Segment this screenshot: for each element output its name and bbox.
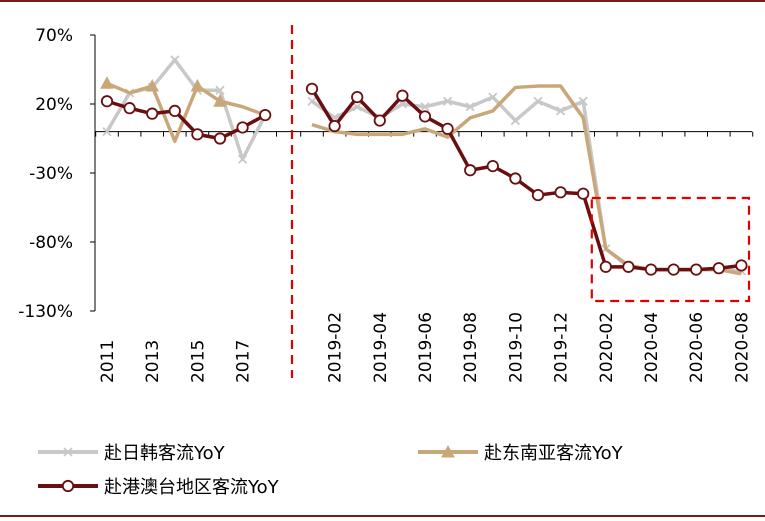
legend-marker-southeast-asia — [441, 444, 455, 458]
point-hk-macau-taiwan — [191, 128, 204, 141]
x-tick-label: 2011 — [98, 340, 118, 383]
point-japan-korea — [397, 99, 408, 109]
y-tick-label: 20% — [35, 95, 73, 115]
x-tick-label: 2020-04 — [642, 312, 662, 383]
top-border — [0, 0, 765, 2]
point-japan-korea — [442, 96, 453, 106]
point-southeast-asia — [145, 79, 160, 92]
y-tick-label: -130% — [18, 302, 73, 322]
point-hk-macau-taiwan — [418, 110, 432, 123]
point-hk-macau-taiwan — [236, 121, 249, 134]
legend: 赴日韩客流YoY 赴东南亚客流YoY 赴港澳台地区客流YoY — [38, 443, 624, 498]
point-hk-macau-taiwan — [351, 91, 364, 104]
point-hk-macau-taiwan — [599, 260, 612, 273]
point-hk-macau-taiwan — [464, 164, 477, 177]
x-marker-stroke — [510, 115, 521, 126]
point-japan-korea — [307, 96, 317, 106]
x-marker-stroke — [397, 99, 408, 109]
point-hk-macau-taiwan — [373, 114, 386, 127]
x-tick-label: 2019-08 — [461, 312, 481, 383]
x-tick-label: 2015 — [188, 340, 208, 383]
legend-label-japan-korea: 赴日韩客流YoY — [104, 443, 226, 464]
point-japan-korea — [102, 126, 112, 137]
x-tick-label: 2019-04 — [371, 312, 391, 383]
point-hk-macau-taiwan — [690, 263, 703, 276]
x-tick-label: 2019-12 — [552, 312, 572, 383]
point-hk-macau-taiwan — [735, 259, 748, 272]
x-tick-label: 2013 — [143, 340, 163, 383]
point-southeast-asia — [100, 76, 114, 89]
annotation-layer — [290, 25, 751, 378]
x-marker-stroke — [488, 92, 498, 102]
y-tick-label: -80% — [29, 233, 73, 253]
point-hk-macau-taiwan — [577, 187, 590, 200]
point-japan-korea — [488, 92, 498, 102]
legend-marker-japan-korea — [63, 447, 73, 457]
point-japan-korea — [170, 55, 180, 65]
point-hk-macau-taiwan — [554, 186, 567, 199]
x-marker-stroke — [420, 102, 430, 112]
point-japan-korea — [465, 102, 475, 112]
x-tick-label: 2019-06 — [416, 312, 436, 383]
legend-label-hk-macau-taiwan: 赴港澳台地区客流YoY — [104, 477, 280, 498]
point-hk-macau-taiwan — [667, 263, 680, 276]
x-tick-label: 2020-02 — [597, 312, 617, 383]
point-hk-macau-taiwan — [259, 108, 272, 122]
point-hk-macau-taiwan — [328, 119, 341, 133]
point-hk-macau-taiwan — [305, 82, 319, 95]
x-marker-stroke — [170, 55, 180, 65]
point-hk-macau-taiwan — [168, 104, 181, 118]
point-japan-korea — [533, 96, 543, 106]
highlight-box — [590, 196, 751, 303]
point-hk-macau-taiwan — [213, 132, 227, 145]
x-marker-stroke — [102, 126, 112, 137]
x-tick-label: 2020-08 — [732, 312, 752, 383]
point-hk-macau-taiwan — [531, 188, 545, 202]
point-japan-korea — [420, 102, 430, 112]
axes-layer: 70% 20% -30% -80% -130% 2011 2013 2015 2017 2019-… — [18, 26, 754, 383]
point-japan-korea — [352, 102, 362, 112]
x-marker-stroke — [533, 96, 543, 106]
point-hk-macau-taiwan — [123, 102, 136, 115]
point-japan-korea — [555, 106, 566, 116]
point-japan-korea — [510, 115, 521, 126]
x-marker-stroke — [465, 102, 475, 112]
series-layer — [100, 55, 748, 276]
series-line-southeast-asia-annual — [106, 81, 266, 144]
point-hk-macau-taiwan — [486, 160, 499, 173]
legend-label-southeast-asia: 赴东南亚客流YoY — [484, 443, 624, 464]
y-tick-label: 70% — [35, 26, 73, 46]
y-tick-label: -30% — [29, 164, 73, 184]
point-hk-macau-taiwan — [644, 263, 658, 276]
point-hk-macau-taiwan — [100, 95, 114, 108]
legend-marker-hk-macau-taiwan — [61, 479, 75, 493]
point-hk-macau-taiwan — [146, 107, 159, 120]
x-marker-stroke — [63, 447, 73, 457]
point-japan-korea — [578, 96, 588, 106]
x-marker-stroke — [442, 96, 453, 106]
x-marker-stroke — [555, 106, 566, 116]
x-tick-label: 2020-06 — [687, 312, 707, 383]
point-southeast-asia — [190, 79, 205, 92]
x-tick-label: 2019-02 — [326, 312, 346, 383]
point-hk-macau-taiwan — [509, 172, 522, 185]
point-southeast-asia — [213, 94, 227, 107]
point-hk-macau-taiwan — [441, 122, 454, 135]
x-tick-label: 2019-10 — [506, 312, 526, 383]
x-marker-stroke — [237, 154, 248, 164]
x-marker-stroke — [578, 96, 588, 106]
point-japan-korea — [215, 85, 225, 95]
x-marker-stroke — [352, 102, 362, 112]
x-tick-label: 2017 — [234, 340, 254, 383]
point-hk-macau-taiwan — [396, 89, 409, 102]
point-hk-macau-taiwan — [712, 262, 725, 275]
point-hk-macau-taiwan — [622, 260, 635, 273]
x-marker-stroke — [215, 85, 225, 95]
bottom-border — [0, 515, 765, 517]
x-marker-stroke — [307, 96, 317, 106]
point-japan-korea — [237, 154, 248, 164]
